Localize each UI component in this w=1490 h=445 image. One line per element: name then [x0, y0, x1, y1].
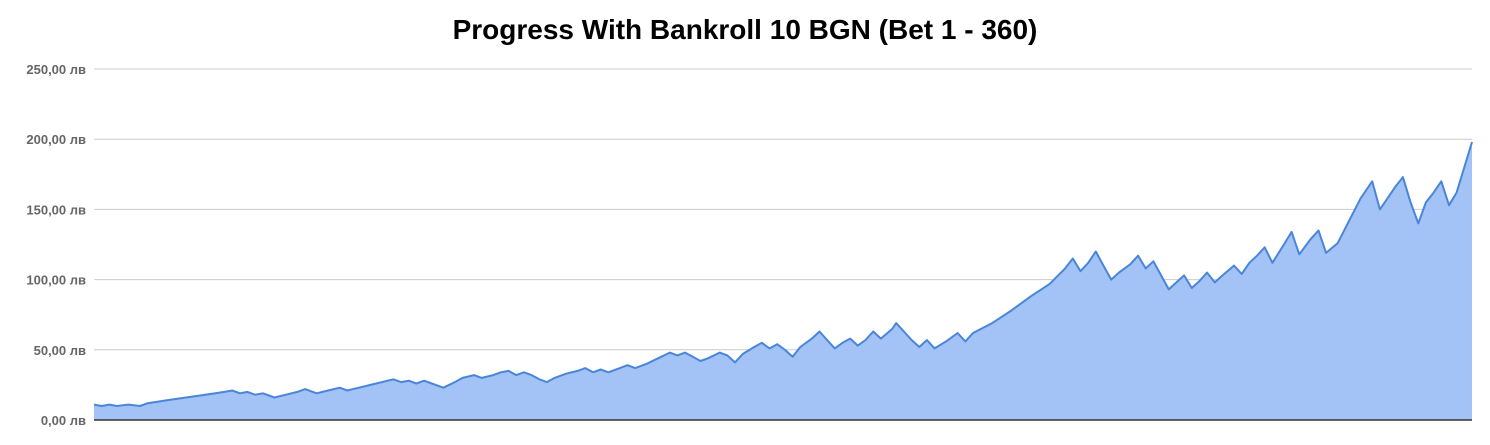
series-area [94, 142, 1472, 420]
y-tick-label: 250,00 лв [26, 62, 86, 77]
series-layer [93, 141, 1473, 420]
y-tick-label: 0,00 лв [41, 413, 86, 428]
y-axis-ticks: 0,00 лв 50,00 лв 100,00 лв 150,00 лв 200,00 … [26, 62, 86, 428]
series-line [93, 141, 1473, 407]
y-tick-label: 50,00 лв [34, 343, 86, 358]
y-tick-label: 200,00 лв [26, 132, 86, 147]
y-tick-label: 100,00 лв [26, 273, 86, 288]
y-tick-label: 150,00 лв [26, 202, 86, 217]
chart-title: Progress With Bankroll 10 BGN (Bet 1 - 3… [452, 14, 1038, 45]
